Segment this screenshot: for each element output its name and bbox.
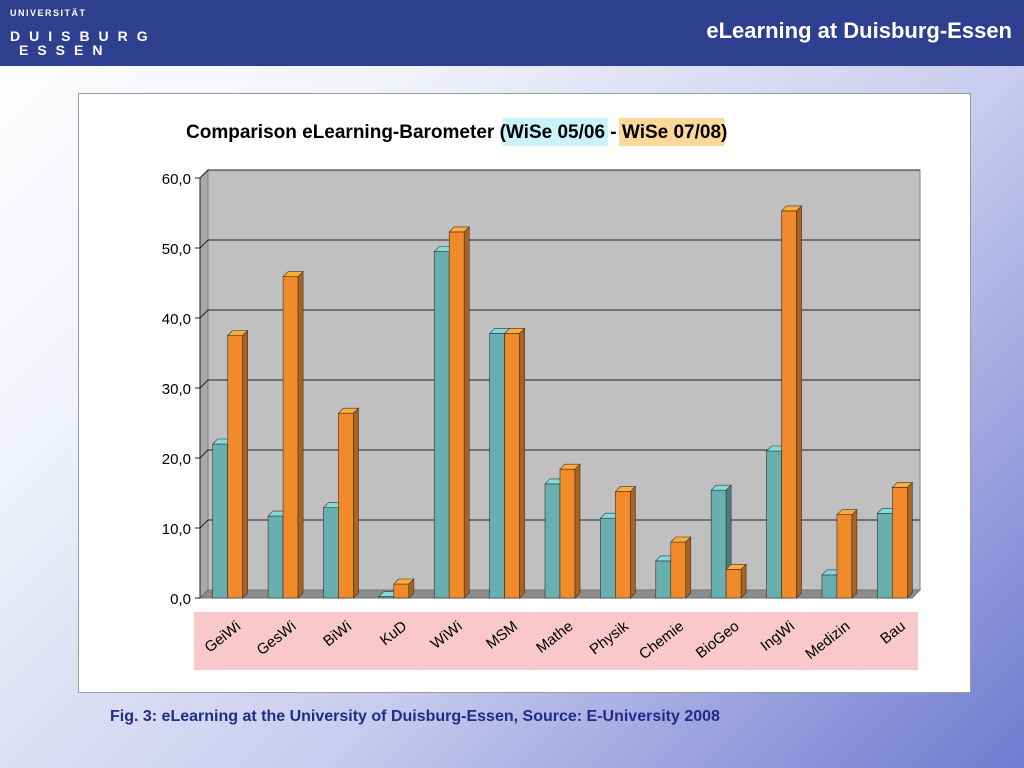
bar-BiWi-0 [323, 507, 339, 599]
bar-Physik-0 [600, 517, 616, 599]
bar-Mathe-0 [544, 483, 561, 599]
bar-side-Bau-1 [907, 481, 913, 599]
bar-WiWi-0 [433, 251, 450, 599]
y-tick-label: 50,0 [162, 241, 191, 258]
bar-BioGeo-1 [725, 568, 742, 599]
bar-MSM-0 [489, 333, 505, 599]
bar-GeiWi-0 [212, 443, 228, 599]
logo-line-1: UNIVERSITÄT [10, 8, 87, 18]
bar-side-MSM-1 [519, 327, 525, 599]
bar-side-BiWi-1 [353, 407, 359, 599]
bar-GeiWi-1 [227, 335, 243, 599]
bar-side-Mathe-1 [574, 463, 581, 599]
label-group-bg-3 [751, 612, 808, 670]
label-group-bg-0 [194, 612, 420, 670]
university-logo: UNIVERSITÄT DUISBURG ESSEN [10, 8, 148, 58]
logo-line-2: DUISBURG [10, 28, 157, 44]
bar-Medizin-0 [821, 574, 838, 599]
bar-IngWi-1 [781, 210, 797, 599]
gridline [199, 519, 920, 529]
logo-line-3: ESSEN [19, 42, 112, 58]
bar-GesWi-0 [267, 515, 284, 599]
bar-WiWi-1 [448, 231, 465, 599]
y-tick-label: 60,0 [162, 171, 191, 188]
gridline [199, 309, 920, 319]
gridline [199, 449, 920, 459]
bar-chart: Comparison eLearning-Barometer (WiSe 05/… [162, 118, 922, 670]
bar-GesWi-1 [282, 276, 299, 599]
bar-Chemie-1 [670, 541, 687, 599]
bar-side-WiWi-1 [463, 226, 470, 599]
bar-side-BioGeo-1 [740, 563, 747, 599]
bar-Bau-1 [892, 487, 908, 599]
label-group-bg-5 [862, 612, 918, 670]
label-group-bg-2 [530, 612, 752, 670]
bar-side-Medizin-1 [851, 508, 858, 599]
chart-title: Comparison eLearning-Barometer (WiSe 05/… [186, 122, 727, 143]
bar-IngWi-0 [766, 450, 782, 599]
slide-header: UNIVERSITÄT DUISBURG ESSEN eLearning at … [0, 0, 1024, 66]
bar-Physik-1 [615, 491, 631, 599]
y-tick-label: 10,0 [162, 521, 191, 538]
legend-highlight-3 [618, 118, 725, 146]
label-group-bg-4 [807, 612, 863, 670]
y-tick-label: 0,0 [170, 591, 191, 608]
chart-frame: Comparison eLearning-Barometer (WiSe 05/… [78, 93, 971, 693]
legend-highlight-1 [502, 118, 609, 146]
figure-caption: Fig. 3: eLearning at the University of D… [110, 708, 720, 725]
bar-Bau-0 [877, 512, 893, 599]
y-tick-label: 20,0 [162, 451, 191, 468]
slide-title: eLearning at Duisburg-Essen [706, 18, 1012, 43]
gridline [199, 239, 920, 249]
gridline [199, 379, 920, 389]
bar-side-Chemie-1 [685, 536, 692, 599]
bar-MSM-1 [504, 333, 520, 599]
bar-side-Physik-1 [630, 485, 636, 599]
bar-Chemie-0 [655, 560, 672, 599]
bar-side-KuD-1 [408, 578, 415, 599]
bar-BiWi-1 [338, 412, 354, 599]
y-tick-label: 40,0 [162, 311, 191, 328]
bar-side-GesWi-1 [297, 270, 304, 599]
label-group-bg-1 [419, 612, 531, 670]
gridline [199, 169, 920, 179]
bar-KuD-1 [393, 583, 410, 599]
bar-side-IngWi-1 [796, 205, 802, 599]
bar-Medizin-1 [836, 514, 853, 599]
bar-BioGeo-0 [710, 489, 727, 599]
bar-side-GeiWi-1 [242, 329, 248, 599]
y-tick-label: 30,0 [162, 381, 191, 398]
bar-Mathe-1 [559, 468, 576, 599]
